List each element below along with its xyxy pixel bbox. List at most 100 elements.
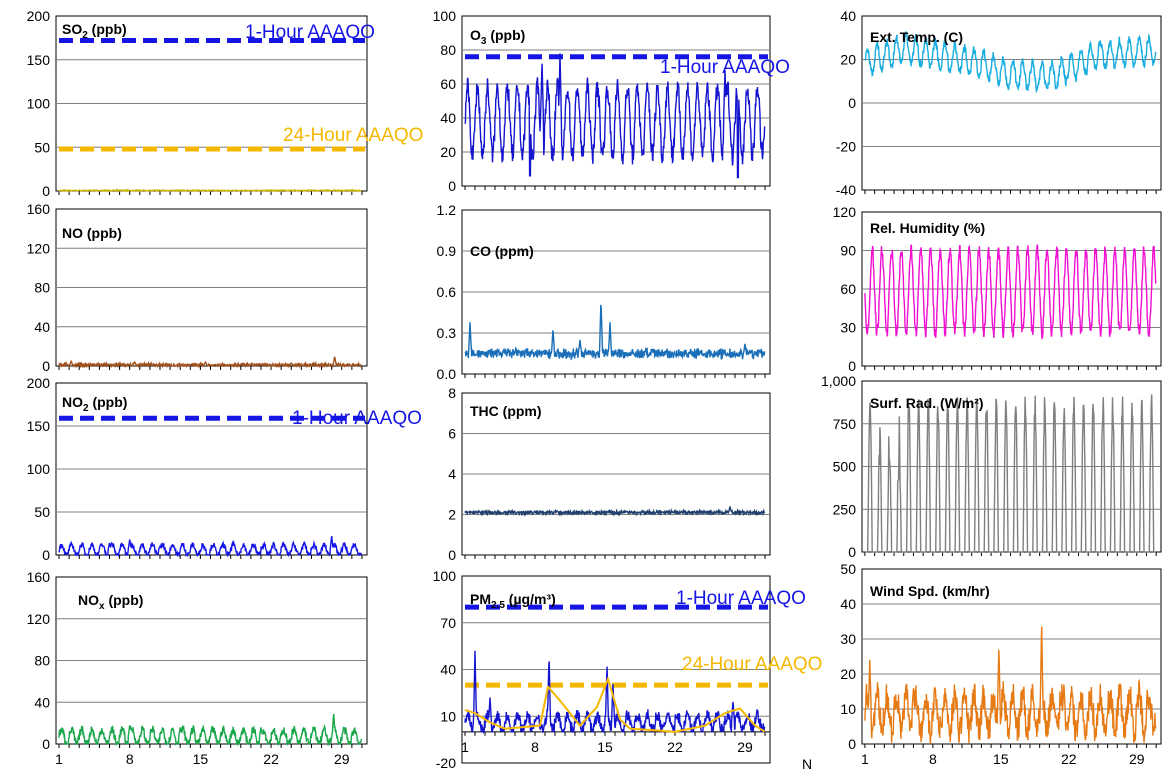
rad-ytick-label: 750 (833, 416, 857, 432)
o3-ytick-label: 60 (440, 76, 456, 92)
wind-ytick-label: 50 (840, 561, 856, 577)
o3-series-line (464, 53, 766, 179)
nox-ytick-label: 80 (34, 653, 50, 669)
pm25-series-line (464, 676, 766, 733)
thc-ytick-label: 8 (448, 385, 456, 401)
wind-series-line (864, 626, 1157, 744)
co-ytick-label: 0.0 (437, 366, 457, 382)
wind-xtick-label: 1 (861, 751, 869, 767)
chart-wind: 0 10 20 30 40 50 1 8 15 22 29 Wind Spd. (km/hr) (840, 561, 1162, 767)
temp-title: Ext. Temp. (C) (870, 29, 963, 45)
no-title: NO (ppb) (62, 225, 122, 241)
chart-thc: 0 2 4 6 8 THC (ppm) (448, 385, 771, 563)
wind-xtick-label: 15 (993, 751, 1009, 767)
nox-xtick-label: 15 (193, 751, 209, 767)
thc-ytick-label: 6 (448, 426, 456, 442)
temp-ytick-label: -40 (836, 182, 856, 198)
wind-ytick-label: 20 (840, 666, 856, 682)
no2-series-line (58, 536, 363, 558)
pm25-threshold-label: 1-Hour AAAQO (676, 588, 806, 609)
nox-xtick-label: 1 (55, 751, 63, 767)
so2-ytick-label: 150 (27, 52, 51, 68)
pm25-ytick-label: 70 (440, 615, 456, 631)
pm25-ytick-label: 10 (440, 708, 456, 724)
chart-pm25: -20 10 40 70 100 1 8 15 22 29 1-Hour AAAQO 24-Hour … (433, 568, 823, 771)
nox-ytick-label: 40 (34, 694, 50, 710)
o3-ytick-label: 20 (440, 144, 456, 160)
co-ytick-label: 0.9 (437, 243, 457, 259)
rh-series-line (864, 244, 1157, 340)
wind-title: Wind Spd. (km/hr) (870, 583, 990, 599)
rad-ytick-label: 250 (833, 501, 857, 517)
wind-ytick-label: 0 (848, 736, 856, 752)
thc-series-line (464, 506, 766, 517)
rad-title: Surf. Rad. (W/m²) (870, 395, 984, 411)
rh-ytick-label: 0 (848, 358, 856, 374)
no2-title: NO2 (ppb) (62, 394, 127, 414)
no2-ytick-label: 100 (27, 461, 51, 477)
nox-ytick-label: 160 (27, 569, 51, 585)
nox-xtick-label: 29 (334, 751, 350, 767)
pm25-ytick-label: 100 (433, 568, 457, 584)
so2-ytick-label: 0 (42, 183, 50, 199)
wind-ytick-label: 30 (840, 631, 856, 647)
rh-ytick-label: 90 (840, 243, 856, 259)
co-title: CO (ppm) (470, 243, 534, 259)
chart-co: 0.0 0.3 0.6 0.9 1.2 CO (ppm) (437, 202, 771, 382)
so2-threshold-label: 1-Hour AAAQO (245, 22, 375, 43)
so2-ytick-label: 100 (27, 96, 51, 112)
no-ytick-label: 80 (34, 280, 50, 296)
so2-ytick-label: 50 (34, 139, 50, 155)
no-series-line (58, 356, 362, 369)
wind-xtick-label: 29 (1129, 751, 1145, 767)
no-ytick-label: 0 (42, 358, 50, 374)
o3-ytick-label: 100 (433, 8, 457, 24)
no2-ytick-label: 50 (34, 504, 50, 520)
rad-ytick-label: 1,000 (821, 373, 856, 389)
thc-ytick-label: 4 (448, 466, 456, 482)
pm25-threshold-label: 24-Hour AAAQO (682, 654, 822, 675)
no-ytick-label: 160 (27, 201, 51, 217)
pm25-xtick-label: 8 (531, 739, 539, 755)
rh-ytick-label: 30 (840, 320, 856, 336)
co-series-line (464, 304, 766, 361)
nox-series-line (58, 713, 363, 747)
chart-rh: 0 30 60 90 120 Rel. Humidity (%) (833, 204, 1162, 374)
chart-nox: 0 40 80 120 160 1 8 15 22 29 NOx (ppb) (27, 569, 368, 767)
wind-xtick-label: 22 (1061, 751, 1077, 767)
pm25-xtick-label: 15 (597, 739, 613, 755)
chart-temp: -40 -20 0 20 40 Ext. Temp. (C) (836, 8, 1162, 198)
rad-series-line (864, 394, 1156, 553)
temp-series-line (864, 31, 1157, 94)
rh-ytick-label: 60 (840, 281, 856, 297)
no2-ytick-label: 0 (42, 547, 50, 563)
rh-ytick-label: 120 (833, 204, 857, 220)
thc-title: THC (ppm) (470, 403, 542, 419)
o3-ytick-label: 80 (440, 42, 456, 58)
no2-threshold-label: 1-Hour AAAQO (292, 408, 422, 429)
so2-threshold-label: 24-Hour AAAQO (283, 125, 423, 146)
chart-no2: 0 50 100 150 200 1-Hour AAAQO NO2 (ppb) (27, 375, 422, 563)
chart-o3: 0 20 40 60 80 100 1-Hour AAAQO O3 (ppb) (433, 8, 790, 194)
no2-ytick-label: 200 (27, 375, 51, 391)
no-ytick-label: 120 (27, 240, 51, 256)
rad-ytick-label: 0 (848, 544, 856, 560)
wind-ytick-label: 10 (840, 701, 856, 717)
chart-no: 0 40 80 120 160 NO (ppb) (27, 201, 368, 374)
nox-ytick-label: 0 (42, 736, 50, 752)
co-ytick-label: 0.6 (437, 284, 457, 300)
co-ytick-label: 0.3 (437, 325, 457, 341)
nox-xtick-label: 8 (126, 751, 134, 767)
o3-threshold-label: 1-Hour AAAQO (660, 57, 790, 78)
chart-so2: 0 50 100 150 200 1-Hour AAAQO 24-Hour AAAQO SO2… (27, 8, 424, 199)
chart-rad: 0 250 500 750 1,000 Surf. Rad. (W/m²) (821, 373, 1162, 560)
no-ytick-label: 40 (34, 319, 50, 335)
pm25-title: PM2.5 (µg/m³) (470, 591, 556, 611)
temp-ytick-label: 40 (840, 8, 856, 24)
pm25-ytick-label: 40 (440, 662, 456, 678)
temp-ytick-label: -20 (836, 139, 856, 155)
o3-title: O3 (ppb) (470, 27, 525, 47)
co-ytick-label: 1.2 (437, 202, 457, 218)
pm25-xtick-label: 1 (461, 739, 469, 755)
